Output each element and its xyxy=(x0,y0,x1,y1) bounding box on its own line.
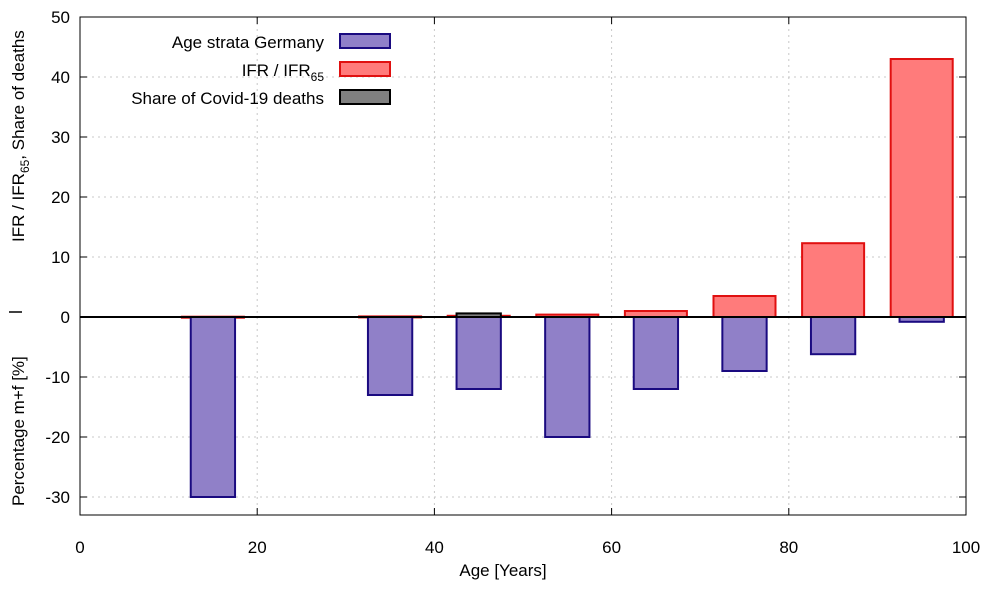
x-axis-label: Age [Years] xyxy=(459,561,546,580)
y-axis-label-lower: Percentage m+f [%] xyxy=(9,356,28,506)
legend-swatch-age xyxy=(339,33,391,49)
y-tick-label: 50 xyxy=(51,8,70,27)
legend-label-covid: Share of Covid-19 deaths xyxy=(131,89,324,108)
ticks: -30 -20 -10 0 10 20 30 40 50 0 20 40 60 80 100 xyxy=(45,8,980,557)
legend-label-ifr-main: IFR / IFR xyxy=(242,61,311,80)
bar-age xyxy=(632,316,680,390)
x-tick-label: 0 xyxy=(75,538,84,557)
y-axis-label-upper-main: IFR / IFR xyxy=(9,173,28,242)
plot-frame xyxy=(79,16,967,516)
x-tick-label: 100 xyxy=(952,538,980,557)
bar-age xyxy=(455,316,502,390)
x-tick-label: 20 xyxy=(248,538,267,557)
legend-label-ifr: IFR / IFR65 xyxy=(242,61,325,84)
y-tick-label: 30 xyxy=(51,128,70,147)
bar-age xyxy=(544,316,591,438)
bar-ifr xyxy=(712,295,777,318)
y-tick-label: 20 xyxy=(51,188,70,207)
y-tick-label: -10 xyxy=(45,368,70,387)
legend-swatch-ifr xyxy=(339,61,391,77)
x-tick-label: 60 xyxy=(602,538,621,557)
bar-age xyxy=(366,316,414,396)
bar-age xyxy=(809,316,857,356)
y-tick-label: 10 xyxy=(51,248,70,267)
y-tick-label: -30 xyxy=(45,488,70,507)
bar-age xyxy=(189,316,237,498)
legend: Age strata Germany IFR / IFR65 Share of … xyxy=(131,33,391,108)
y-tick-label: 0 xyxy=(61,308,70,327)
bar-age xyxy=(721,316,768,372)
x-tick-label: 40 xyxy=(425,538,444,557)
bars xyxy=(180,58,954,498)
legend-label-ifr-sub: 65 xyxy=(311,70,325,84)
y-tick-label: 40 xyxy=(51,68,70,87)
y-tick-label: -20 xyxy=(45,428,70,447)
x-tick-label: 80 xyxy=(779,538,798,557)
legend-item-age: Age strata Germany xyxy=(172,33,391,52)
bar-ifr xyxy=(889,58,954,318)
bar-ifr xyxy=(801,242,866,318)
y-axis-label-upper-tail: , Share of deaths xyxy=(9,30,28,159)
legend-swatch-covid xyxy=(339,89,391,105)
legend-item-ifr: IFR / IFR65 xyxy=(242,61,391,84)
y-axis-label-upper-sub: 65 xyxy=(18,159,32,173)
legend-label-age: Age strata Germany xyxy=(172,33,325,52)
legend-item-covid: Share of Covid-19 deaths xyxy=(131,89,391,108)
y-axis-label-upper: IFR / IFR65, Share of deaths xyxy=(9,30,32,242)
